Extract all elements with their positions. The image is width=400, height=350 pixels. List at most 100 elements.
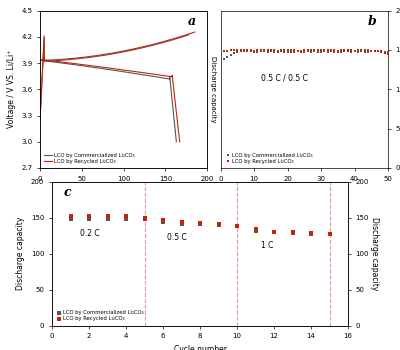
LCO by Recycled Li₂CO₃ (324, 47, 331, 52)
LCO by Commercialized Li₂CO₃ (318, 49, 324, 54)
LCO by Recycled Li₂CO₃ (141, 215, 148, 221)
LCO by Recycled Li₂CO₃ (382, 50, 388, 56)
LCO by Recycled Li₂CO₃ (221, 49, 227, 54)
LCO by Recycled Li₂CO₃ (104, 214, 111, 219)
LCO by Recycled Li₂CO₃ (160, 217, 166, 223)
LCO by Commercialized Li₂CO₃ (231, 50, 237, 56)
LCO by Commercialized Li₂CO₃ (124, 49, 129, 53)
LCO by Commercialized Li₂CO₃ (264, 49, 271, 54)
Line: LCO by Commercialized Li₂CO₃: LCO by Commercialized Li₂CO₃ (40, 35, 189, 120)
LCO by Commercialized Li₂CO₃ (345, 49, 351, 54)
LCO by Recycled Li₂CO₃ (298, 48, 304, 54)
LCO by Commercialized Li₂CO₃ (365, 49, 371, 55)
LCO by Recycled Li₂CO₃ (52, 58, 57, 62)
LCO by Commercialized Li₂CO₃ (338, 49, 344, 55)
LCO by Recycled Li₂CO₃ (326, 231, 333, 237)
LCO by Recycled Li₂CO₃ (351, 48, 358, 54)
LCO by Commercialized Li₂CO₃ (52, 59, 56, 63)
LCO by Recycled Li₂CO₃ (304, 47, 311, 52)
LCO by Commercialized Li₂CO₃ (304, 48, 311, 54)
LCO by Commercialized Li₂CO₃ (67, 216, 74, 222)
LCO by Recycled Li₂CO₃ (385, 51, 391, 57)
LCO by Recycled Li₂CO₃ (248, 47, 254, 53)
LCO by Recycled Li₂CO₃ (241, 48, 247, 53)
LCO by Commercialized Li₂CO₃ (268, 49, 274, 54)
LCO by Commercialized Li₂CO₃ (321, 49, 328, 54)
LCO by Commercialized Li₂CO₃ (258, 48, 264, 54)
LCO by Recycled Li₂CO₃ (251, 48, 257, 54)
Y-axis label: Discharge capacity: Discharge capacity (370, 217, 379, 290)
LCO by Recycled Li₂CO₃ (261, 48, 267, 53)
LCO by Commercialized Li₂CO₃ (375, 49, 381, 54)
LCO by Commercialized Li₂CO₃ (385, 49, 391, 55)
LCO by Commercialized Li₂CO₃ (314, 49, 321, 55)
LCO by Commercialized Li₂CO₃ (291, 49, 298, 55)
LCO by Recycled Li₂CO₃ (264, 47, 271, 53)
LCO by Recycled Li₂CO₃ (123, 214, 129, 219)
X-axis label: Capacity / mAh g⁻¹: Capacity / mAh g⁻¹ (87, 187, 160, 196)
LCO by Recycled Li₂CO₃ (375, 49, 381, 54)
LCO by Recycled Li₂CO₃ (338, 47, 344, 53)
LCO by Commercialized Li₂CO₃ (178, 221, 185, 226)
Legend: LCO by Commercialized Li₂CO₃, LCO by Recycled Li₂CO₃: LCO by Commercialized Li₂CO₃, LCO by Rec… (223, 151, 314, 165)
LCO by Recycled Li₂CO₃ (234, 47, 241, 52)
Y-axis label: Voltage / V VS. Li/Li⁺: Voltage / V VS. Li/Li⁺ (6, 50, 16, 128)
LCO by Commercialized Li₂CO₃ (228, 52, 234, 57)
Y-axis label: Discharge capacity: Discharge capacity (210, 56, 216, 122)
LCO by Commercialized Li₂CO₃ (368, 49, 374, 54)
LCO by Commercialized Li₂CO₃ (197, 222, 203, 227)
X-axis label: Cycle number: Cycle number (278, 187, 331, 196)
LCO by Recycled Li₂CO₃ (288, 48, 294, 53)
LCO by Commercialized Li₂CO₃ (331, 49, 338, 55)
LCO by Commercialized Li₂CO₃ (251, 49, 257, 54)
LCO by Recycled Li₂CO₃ (197, 220, 203, 226)
LCO by Commercialized Li₂CO₃ (274, 49, 281, 54)
LCO by Recycled Li₂CO₃ (274, 48, 281, 53)
LCO by Recycled Li₂CO₃ (215, 222, 222, 227)
LCO by Recycled Li₂CO₃ (372, 48, 378, 54)
LCO by Recycled Li₂CO₃ (321, 47, 328, 53)
LCO by Recycled Li₂CO₃ (281, 47, 288, 53)
LCO by Commercialized Li₂CO₃ (326, 232, 333, 237)
LCO by Recycled Li₂CO₃ (83, 55, 88, 59)
LCO by Recycled Li₂CO₃ (301, 47, 308, 53)
LCO by Commercialized Li₂CO₃ (168, 38, 173, 42)
LCO by Recycled Li₂CO₃ (128, 48, 132, 52)
LCO by Commercialized Li₂CO₃ (261, 48, 267, 54)
LCO by Commercialized Li₂CO₃ (328, 49, 334, 54)
LCO by Commercialized Li₂CO₃ (141, 217, 148, 222)
LCO by Commercialized Li₂CO₃ (382, 49, 388, 54)
LCO by Recycled Li₂CO₃ (318, 48, 324, 53)
LCO by Commercialized Li₂CO₃ (186, 33, 191, 37)
LCO by Commercialized Li₂CO₃ (281, 49, 288, 55)
LCO by Recycled Li₂CO₃ (271, 229, 277, 234)
LCO by Commercialized Li₂CO₃ (278, 49, 284, 54)
LCO by Recycled Li₂CO₃ (294, 48, 301, 54)
LCO by Recycled Li₂CO₃ (308, 230, 314, 236)
LCO by Commercialized Li₂CO₃ (238, 49, 244, 54)
LCO by Recycled Li₂CO₃ (345, 48, 351, 53)
Text: b: b (368, 15, 376, 28)
LCO by Commercialized Li₂CO₃ (355, 49, 361, 55)
LCO by Commercialized Li₂CO₃ (254, 49, 261, 54)
LCO by Recycled Li₂CO₃ (271, 47, 278, 53)
LCO by Commercialized Li₂CO₃ (308, 231, 314, 237)
Text: 0.5 C / 0.5 C: 0.5 C / 0.5 C (261, 74, 308, 83)
LCO by Commercialized Li₂CO₃ (335, 49, 341, 54)
LCO by Recycled Li₂CO₃ (231, 47, 237, 52)
LCO by Commercialized Li₂CO₃ (341, 48, 348, 54)
LCO by Recycled Li₂CO₃ (268, 47, 274, 53)
Line: LCO by Recycled Li₂CO₃: LCO by Recycled Li₂CO₃ (40, 32, 195, 120)
LCO by Commercialized Li₂CO₃ (81, 56, 86, 60)
LCO by Recycled Li₂CO₃ (348, 48, 354, 53)
LCO by Commercialized Li₂CO₃ (378, 49, 384, 54)
LCO by Commercialized Li₂CO₃ (358, 49, 364, 54)
LCO by Commercialized Li₂CO₃ (372, 48, 378, 54)
LCO by Recycled Li₂CO₃ (331, 47, 338, 52)
LCO by Commercialized Li₂CO₃ (324, 49, 331, 55)
LCO by Recycled Li₂CO₃ (278, 48, 284, 53)
Text: c: c (64, 186, 72, 199)
LCO by Recycled Li₂CO₃ (192, 30, 197, 34)
LCO by Commercialized Li₂CO₃ (289, 230, 296, 236)
LCO by Recycled Li₂CO₃ (361, 47, 368, 52)
